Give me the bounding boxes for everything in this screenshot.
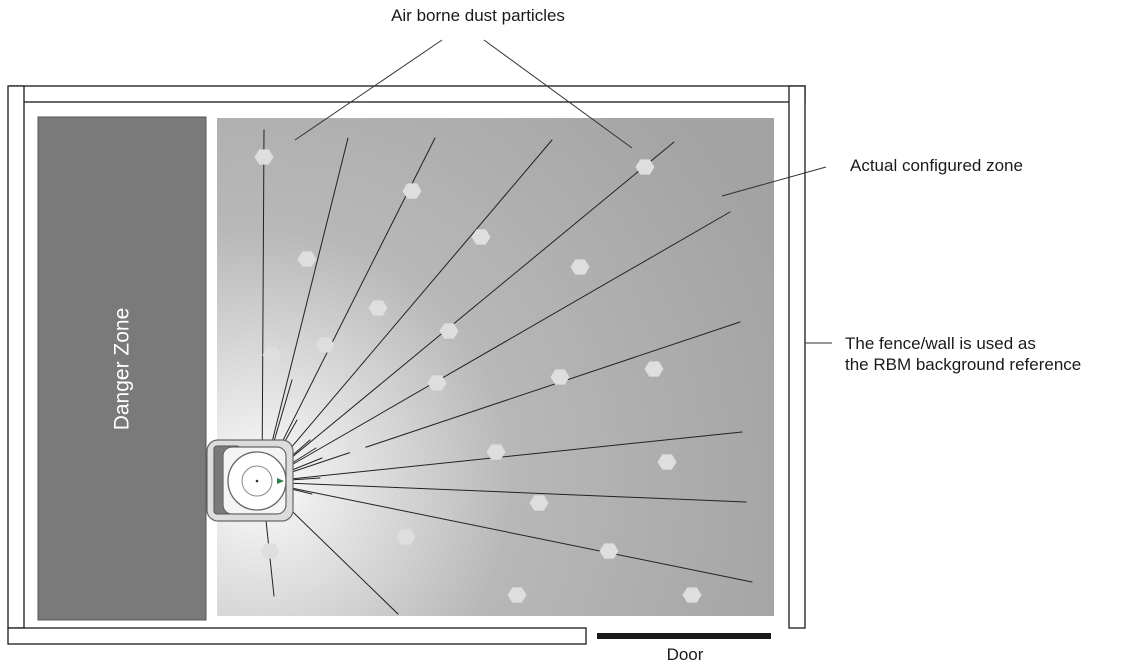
door-label: Door [666, 645, 704, 664]
radar-ray [291, 477, 321, 481]
door [597, 633, 771, 639]
fence-top [9, 85, 806, 103]
dust-particle [635, 159, 655, 175]
dust-particle [439, 323, 459, 339]
fence-label: The fence/wall is used as the RBM backgr… [845, 333, 1081, 375]
leader-dust-left [294, 39, 443, 141]
dust-particle [486, 444, 506, 460]
leader-dust-right [483, 39, 633, 149]
radar-ray [283, 502, 399, 615]
fence-label-line1: The fence/wall is used as [845, 334, 1036, 353]
radar-ray [268, 137, 349, 454]
dust-particle [260, 543, 280, 559]
radar-ray [284, 141, 675, 464]
dust-particle [315, 337, 335, 353]
dust-particle [644, 361, 664, 377]
dust-particles-label: Air borne dust particles [391, 6, 565, 25]
radar-ray [261, 129, 265, 453]
radar-ray [289, 457, 323, 472]
dust-particle [396, 529, 416, 545]
radar-ray [290, 488, 313, 495]
dust-particle [297, 251, 317, 267]
radar-ray [290, 487, 753, 583]
dust-particle [310, 568, 330, 584]
dust-particle [682, 587, 702, 603]
radar-ray [287, 211, 731, 468]
dust-particle [427, 375, 447, 391]
dust-particle [599, 543, 619, 559]
configured-zone [217, 118, 774, 616]
dust-particle [550, 369, 570, 385]
radar-ray [280, 139, 553, 460]
fence [7, 85, 806, 645]
danger-zone-label-box: Danger Zone [38, 117, 206, 620]
sensor-direction-marker [277, 478, 284, 484]
radar-ray [291, 482, 747, 503]
dust-particle [262, 347, 282, 363]
dust-particle [657, 454, 677, 470]
configured-zone-label: Actual configured zone [850, 156, 1023, 175]
dust-particle [402, 183, 422, 199]
fence-bottom [7, 627, 587, 645]
leader-lines [294, 39, 832, 344]
dust-particle [368, 300, 388, 316]
danger-zone-label: Danger Zone [109, 307, 133, 430]
dust-particles [254, 149, 702, 603]
dust-particle [254, 149, 274, 165]
radar-ray [291, 431, 743, 480]
leader-zone [721, 166, 827, 197]
dust-particle [347, 441, 367, 457]
dust-particle [570, 259, 590, 275]
sensor-center-dot [255, 479, 259, 483]
fence-label-line2: the RBM background reference [845, 355, 1082, 374]
danger-zone [37, 116, 207, 621]
dust-particle [507, 587, 527, 603]
fence-right [788, 85, 806, 629]
dust-particle [471, 229, 491, 245]
sensor-device [206, 439, 294, 522]
dust-particle [529, 495, 549, 511]
radar-rays [261, 129, 753, 615]
fence-left [7, 85, 25, 629]
